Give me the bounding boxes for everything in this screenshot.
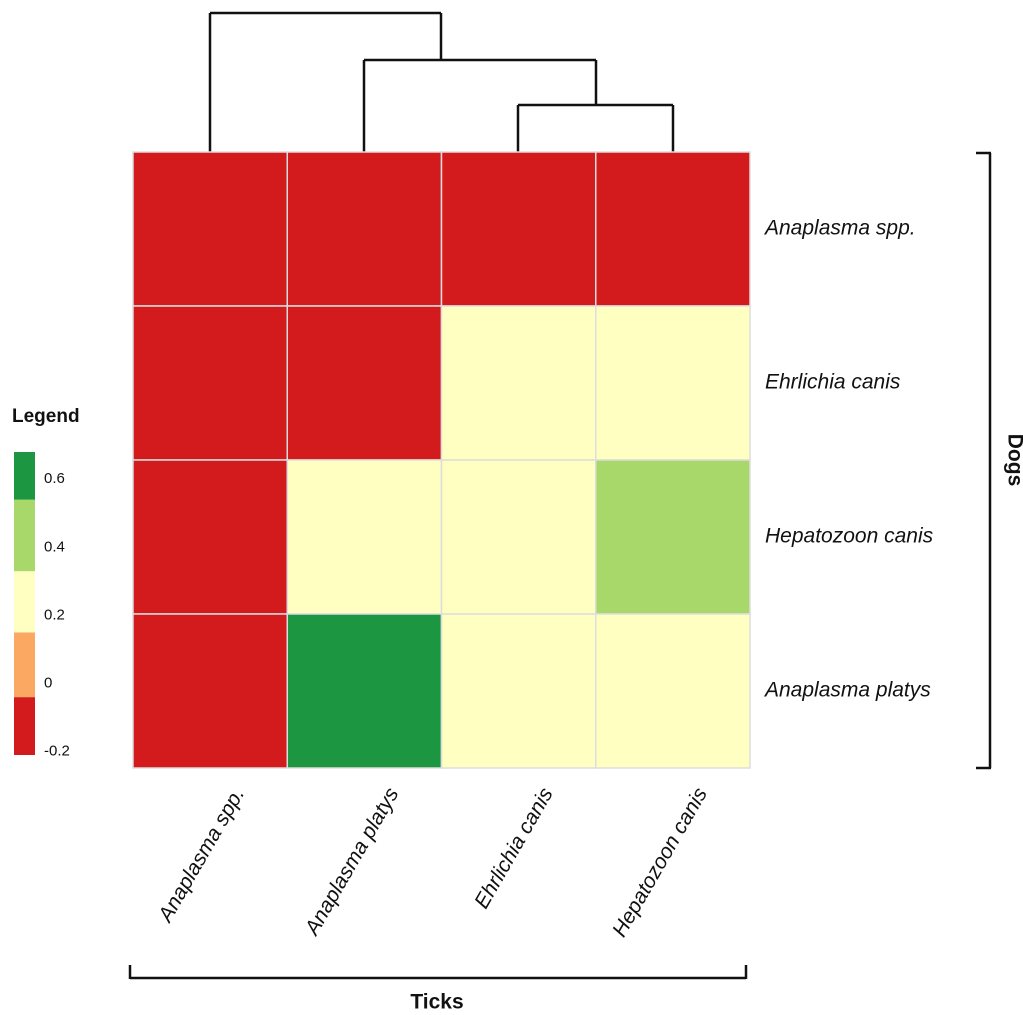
row-label: Hepatozoon canis	[765, 525, 934, 548]
legend-swatch	[14, 632, 35, 698]
legend-swatch	[14, 697, 35, 755]
legend-tick-label: 0.6	[44, 470, 65, 487]
heatmap-cell	[132, 305, 288, 461]
heatmap-cell	[286, 151, 443, 307]
heatmap-cell	[132, 151, 288, 307]
heatmap-cell	[595, 305, 751, 461]
heatmap-cell	[440, 305, 597, 461]
heatmap-cell	[286, 305, 443, 461]
column-label: Anaplasma spp.	[153, 784, 249, 928]
legend-title: Legend	[12, 406, 80, 427]
heatmap-cell	[440, 613, 597, 769]
legend-tick-label: -0.2	[44, 743, 70, 760]
legend-swatch	[14, 452, 35, 500]
column-axis-label: Ticks	[410, 991, 463, 1014]
legend-tick-label: 0.2	[44, 606, 65, 623]
column-label: Hepatozoon canis	[608, 783, 712, 941]
column-dendrogram	[208, 11, 675, 152]
row-label: Anaplasma platys	[763, 679, 931, 702]
heatmap-cell	[286, 459, 443, 615]
legend-swatch	[14, 571, 35, 633]
row-label: Ehrlichia canis	[765, 371, 901, 394]
heatmap-cell	[595, 459, 751, 615]
heatmap-cell	[440, 459, 597, 615]
legend-swatch	[14, 499, 35, 572]
heatmap-cell	[440, 151, 597, 307]
heatmap-cell	[286, 613, 443, 769]
heatmap-cell	[132, 459, 288, 615]
heatmap-cell	[595, 151, 751, 307]
column-label: Anaplasma platys	[300, 783, 404, 940]
row-axis-label: Dogs	[1003, 434, 1023, 487]
heatmap-cell	[132, 613, 288, 769]
legend-tick-label: 0.4	[44, 538, 65, 555]
row-label: Anaplasma spp.	[763, 217, 916, 240]
heatmap-cell	[595, 613, 751, 769]
legend-tick-label: 0	[44, 674, 52, 691]
brackets	[128, 151, 992, 980]
column-label: Ehrlichia canis	[470, 783, 558, 912]
